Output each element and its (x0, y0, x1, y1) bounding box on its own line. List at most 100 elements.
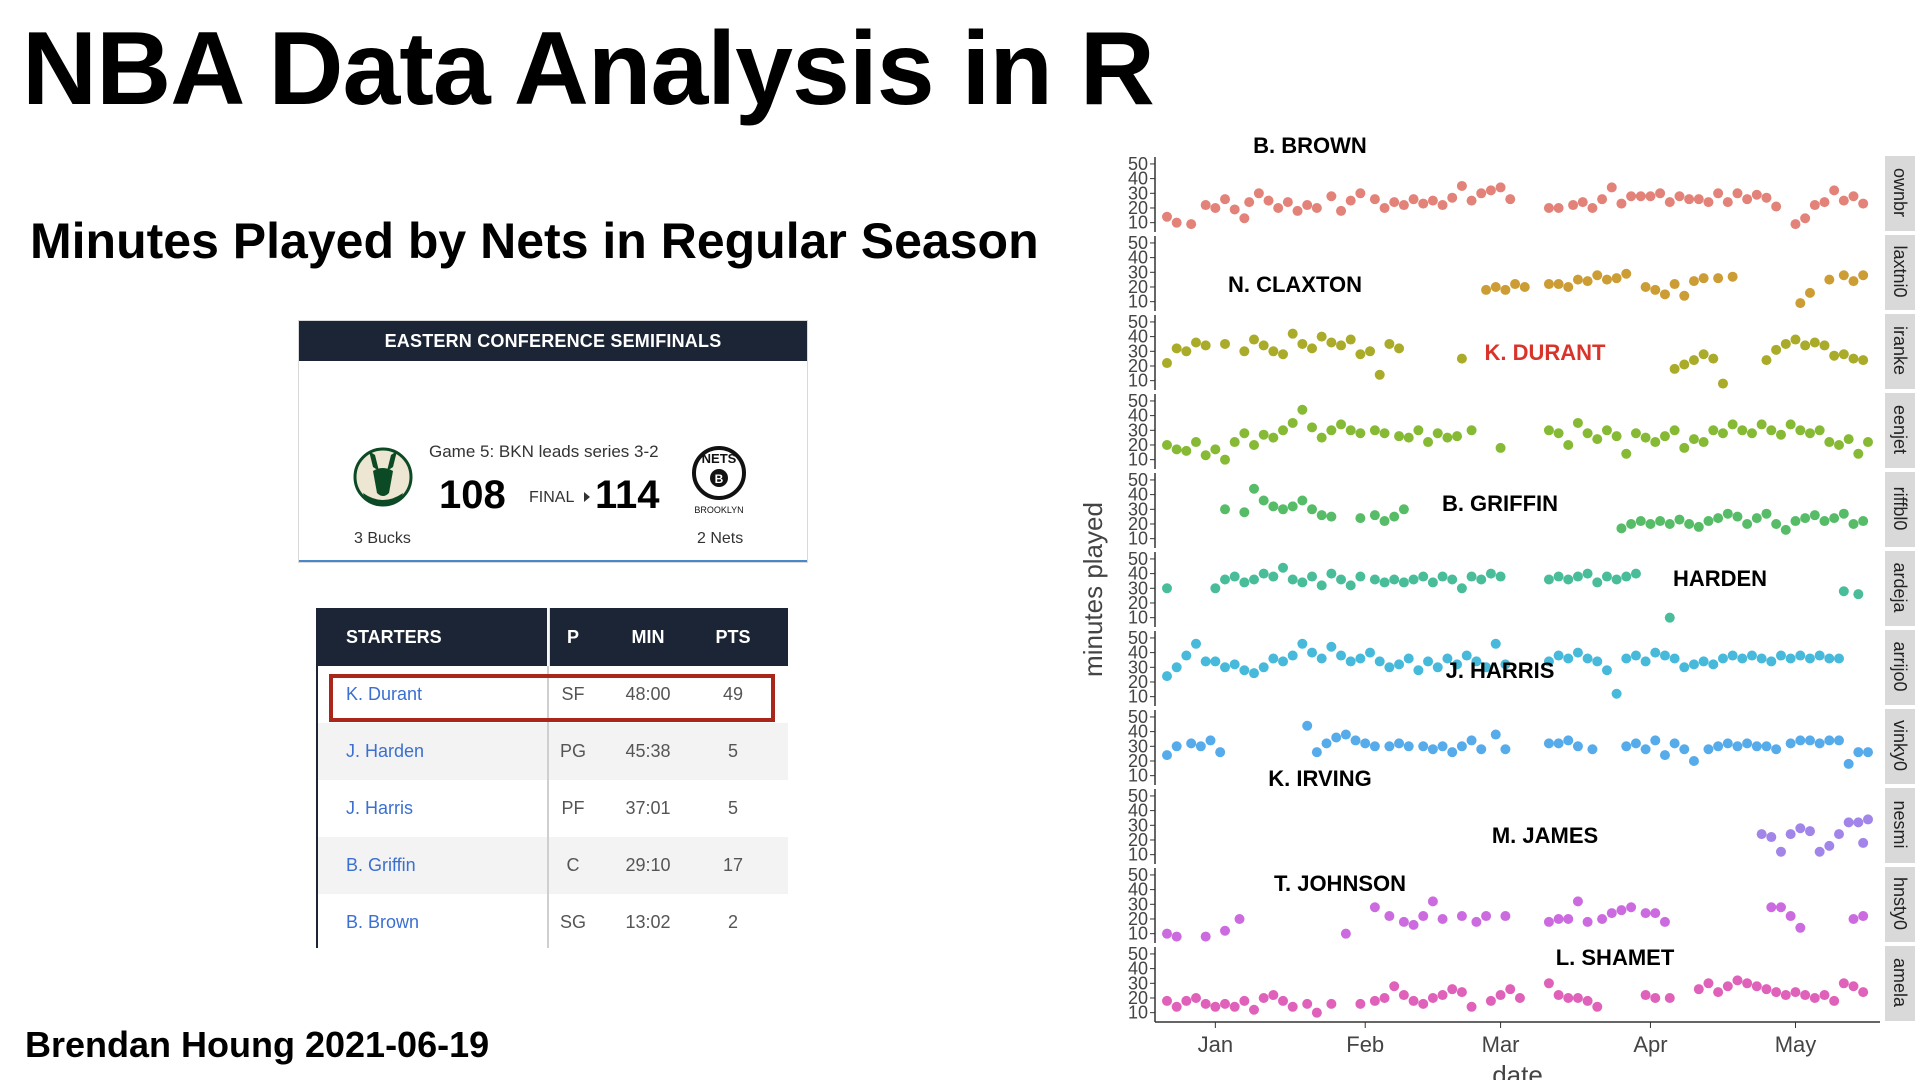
data-point (1403, 653, 1414, 664)
data-point (1848, 981, 1859, 992)
data-point (1447, 192, 1458, 203)
data-point (1476, 188, 1487, 199)
data-point (1297, 638, 1308, 649)
data-point (1162, 995, 1172, 1006)
data-point (1659, 916, 1670, 927)
data-point (1553, 279, 1564, 290)
data-point (1563, 653, 1574, 664)
data-point (1785, 419, 1796, 430)
facet-strip (1885, 946, 1915, 1021)
data-point (1640, 656, 1651, 667)
player-link[interactable]: B. Griffin (346, 855, 416, 875)
y-tick-label: 30 (1128, 973, 1148, 993)
player-link[interactable]: K. Durant (346, 684, 423, 704)
data-point (1742, 978, 1753, 989)
data-point (1394, 343, 1405, 354)
player-min: 48:00 (625, 684, 671, 704)
data-point (1727, 650, 1738, 661)
y-tick-label: 20 (1128, 356, 1148, 376)
player-link[interactable]: B. Brown (346, 912, 420, 932)
col-header-p: P (566, 626, 579, 647)
game-note: Game 5: BKN leads series 3-2 (429, 442, 659, 461)
data-point (1278, 504, 1289, 515)
data-point (1360, 738, 1371, 749)
data-point (1698, 273, 1709, 284)
player-label: M. JAMES (1492, 823, 1598, 848)
y-tick-label: 50 (1128, 470, 1148, 490)
data-point (1239, 995, 1250, 1006)
data-point (1210, 656, 1221, 667)
data-point (1616, 905, 1627, 916)
data-point (1191, 337, 1202, 348)
data-point (1863, 437, 1873, 448)
data-point (1809, 337, 1820, 348)
data-point (1316, 432, 1327, 443)
data-point (1572, 274, 1583, 285)
data-point (1693, 194, 1704, 205)
data-point (1650, 647, 1661, 658)
data-point (1775, 846, 1786, 857)
data-point (1220, 998, 1231, 1009)
data-point (1592, 1001, 1603, 1012)
data-point (1838, 195, 1849, 206)
data-point (1742, 518, 1753, 529)
y-tick-label: 30 (1128, 578, 1148, 598)
player-link[interactable]: J. Harden (346, 741, 425, 761)
data-point (1316, 580, 1327, 591)
data-point (1326, 641, 1337, 652)
y-tick-label: 40 (1128, 248, 1148, 268)
data-point (1379, 992, 1390, 1003)
data-point (1780, 524, 1791, 535)
data-point (1171, 931, 1182, 942)
data-point (1510, 279, 1521, 290)
player-min: 29:10 (625, 855, 671, 875)
data-point (1215, 747, 1226, 758)
data-point (1249, 1004, 1260, 1015)
data-point (1751, 741, 1762, 752)
data-point (1659, 750, 1670, 761)
data-point (1427, 744, 1438, 755)
data-point (1843, 758, 1854, 769)
data-point (1442, 432, 1453, 443)
data-point (1258, 662, 1269, 673)
data-point (1771, 744, 1782, 755)
y-tick-label: 50 (1128, 391, 1148, 411)
facet-strip (1885, 709, 1915, 784)
data-point (1326, 337, 1337, 348)
data-point (1249, 334, 1260, 345)
data-point (1650, 735, 1661, 746)
data-point (1427, 896, 1438, 907)
data-point (1229, 571, 1240, 582)
data-point (1355, 513, 1366, 524)
data-point (1737, 425, 1748, 436)
data-point (1669, 363, 1680, 374)
data-point (1824, 437, 1835, 448)
data-point (1171, 343, 1182, 354)
data-point (1756, 653, 1767, 664)
away-team-name: 3 Bucks (354, 530, 411, 547)
col-header-pts: PTS (715, 626, 751, 647)
data-point (1664, 992, 1675, 1003)
data-point (1239, 346, 1250, 357)
data-point (1785, 829, 1796, 840)
nets-logo-text: NETS (702, 451, 737, 466)
data-point (1249, 439, 1260, 450)
facet-strip-label: arrijo0 (1890, 641, 1910, 691)
data-point (1563, 913, 1574, 924)
data-point (1258, 992, 1269, 1003)
player-link[interactable]: J. Harris (346, 798, 413, 818)
y-tick-label: 10 (1128, 924, 1148, 944)
data-point (1775, 902, 1786, 913)
data-point (1171, 444, 1182, 455)
data-point (1311, 1007, 1322, 1018)
data-point (1355, 349, 1366, 360)
data-point (1389, 511, 1400, 522)
data-point (1307, 571, 1318, 582)
data-point (1592, 656, 1603, 667)
data-point (1582, 995, 1593, 1006)
data-point (1369, 902, 1380, 913)
data-point (1181, 346, 1192, 357)
data-point (1384, 911, 1395, 922)
data-point (1688, 434, 1699, 445)
y-tick-label: 40 (1128, 485, 1148, 505)
